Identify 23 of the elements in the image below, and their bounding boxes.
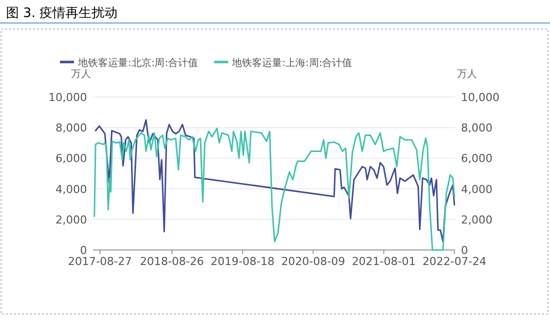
- legend-label: 地铁客运量:北京:周:合计值: [77, 57, 198, 69]
- y-axis-title: 万人: [71, 69, 91, 80]
- x-tick-label: 2018-08-26: [140, 255, 204, 268]
- y-tick-label: 10,000: [48, 91, 87, 104]
- x-tick-label: 2020-08-09: [281, 255, 346, 268]
- y-tick-label: 6,000: [56, 152, 87, 166]
- y2-axis-title: 万人: [457, 69, 477, 80]
- y2-tick-label: 4,000: [461, 182, 492, 196]
- y2-tick-label: 2,000: [461, 213, 492, 226]
- legend-label: 地铁客运量:上海:周:合计值: [231, 57, 352, 69]
- y-tick-label: 4,000: [56, 182, 87, 196]
- y-tick-label: 8,000: [56, 122, 87, 135]
- y2-tick-label: 6,000: [461, 152, 492, 166]
- y-tick-label: 0: [80, 244, 87, 257]
- y-tick-label: 2,000: [56, 213, 87, 226]
- x-tick-label: 2017-08-27: [68, 255, 132, 268]
- x-tick-label: 2021-08-01: [352, 255, 416, 268]
- y2-tick-label: 0: [461, 244, 468, 257]
- y2-tick-label: 8,000: [461, 122, 492, 135]
- chart-title: 图 3. 疫情再生扰动: [6, 6, 118, 21]
- y2-tick-label: 10,000: [461, 91, 500, 104]
- x-tick-label: 2022-07-24: [422, 255, 486, 268]
- x-tick-label: 2019-08-18: [210, 255, 275, 268]
